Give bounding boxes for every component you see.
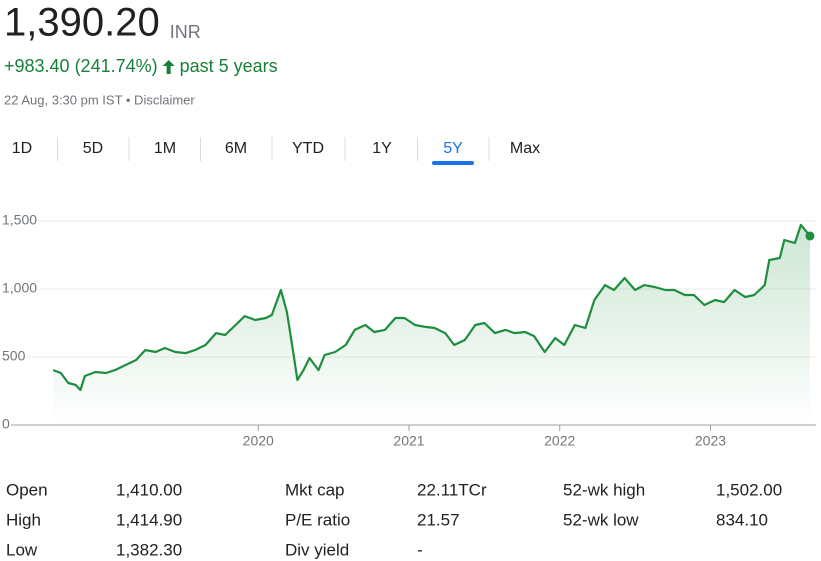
currency: INR <box>170 22 201 42</box>
stat-value: 834.10 <box>716 510 768 529</box>
price: 1,390.20 <box>4 1 160 45</box>
range-tab[interactable]: 1M <box>154 140 176 157</box>
stat-label: High <box>6 510 41 529</box>
x-tick-label: 2021 <box>393 433 424 449</box>
range-tab[interactable]: YTD <box>292 140 324 157</box>
up-arrow-icon <box>162 60 175 74</box>
price-area <box>53 224 810 425</box>
x-tick-label: 2022 <box>544 433 575 449</box>
change-period: past 5 years <box>180 56 278 76</box>
stat-value: 1,414.90 <box>116 510 182 529</box>
y-tick-label: 500 <box>2 348 26 364</box>
active-tab-indicator <box>432 161 474 165</box>
y-tick-label: 1,500 <box>2 212 37 228</box>
range-tab[interactable]: 1D <box>12 140 32 157</box>
y-tick-label: 1,000 <box>2 280 37 296</box>
stat-value: 22.11TCr <box>417 480 487 499</box>
stat-value: 1,410.00 <box>116 480 182 499</box>
stat-label: Mkt cap <box>285 480 345 499</box>
stat-label: Div yield <box>285 540 349 559</box>
stat-label: 52-wk low <box>563 510 639 529</box>
range-tab[interactable]: 1Y <box>372 140 392 157</box>
stat-value: - <box>417 540 423 559</box>
price-line <box>52 223 811 392</box>
range-tab[interactable]: 5D <box>83 140 103 157</box>
range-tab[interactable]: Max <box>510 140 540 157</box>
range-tab[interactable]: 5Y <box>443 140 463 157</box>
stat-label: 52-wk high <box>563 480 645 499</box>
timestamp: 22 Aug, 3:30 pm IST • Disclaimer <box>4 92 195 107</box>
range-tab[interactable]: 6M <box>225 140 247 157</box>
price-change: +983.40 (241.74%) <box>4 56 158 76</box>
stat-label: Open <box>6 480 48 499</box>
stat-label: P/E ratio <box>285 510 350 529</box>
y-tick-label: 0 <box>2 416 10 432</box>
last-price-dot <box>805 231 815 241</box>
stat-label: Low <box>6 540 38 559</box>
x-tick-label: 2020 <box>243 433 274 449</box>
x-tick-label: 2023 <box>695 433 726 449</box>
stat-value: 1,382.30 <box>116 540 182 559</box>
stat-value: 21.57 <box>417 510 460 529</box>
stat-value: 1,502.00 <box>716 480 782 499</box>
